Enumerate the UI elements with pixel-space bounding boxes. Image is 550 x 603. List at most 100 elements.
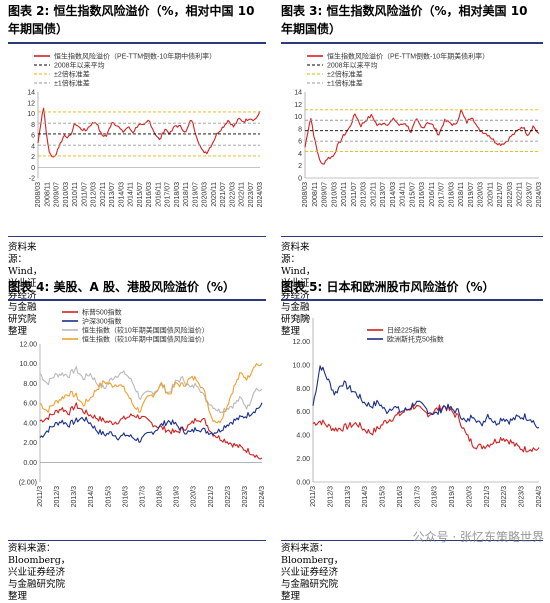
series-line bbox=[304, 109, 540, 165]
legend-label: 沪深300指数 bbox=[82, 317, 122, 326]
y-tick-label: 0.00 bbox=[296, 480, 310, 487]
y-tick-label: 8.00 bbox=[296, 386, 310, 393]
y-tick-label: 12.00 bbox=[292, 339, 310, 346]
x-tick-label: 2019/07 bbox=[192, 182, 199, 207]
x-tick-label: 2012/3 bbox=[54, 486, 61, 508]
y-tick-label: 4 bbox=[31, 143, 35, 150]
panel-5-label: 图表 5: bbox=[281, 280, 323, 294]
x-tick-label: 2017/3 bbox=[414, 486, 421, 508]
watermark: 公众号 · 张忆东策略世界 bbox=[412, 530, 544, 544]
x-tick-label: 2016/03 bbox=[419, 182, 426, 207]
x-tick-label: 2009/07 bbox=[322, 182, 329, 207]
x-tick-label: 2020/03 bbox=[478, 182, 485, 207]
y-tick-label: -2 bbox=[29, 176, 35, 183]
series-line bbox=[39, 402, 263, 460]
x-tick-label: 2010/11 bbox=[341, 182, 348, 207]
y-tick-label: 10.00 bbox=[19, 361, 37, 368]
x-tick-label: 2011/3 bbox=[37, 486, 44, 507]
y-tick-label: 0.00 bbox=[23, 460, 37, 467]
legend-label: ±1倍标准差 bbox=[54, 79, 90, 88]
x-tick-label: 2015/3 bbox=[380, 486, 387, 508]
y-tick-label: 6.00 bbox=[23, 401, 37, 408]
panel-4-label: 图表 4: bbox=[8, 280, 50, 294]
y-tick-label: 14.00 bbox=[292, 316, 310, 323]
x-tick-label: 2016/3 bbox=[397, 486, 404, 508]
legend-label: 恒生指数（较10年期中国国债风险溢价） bbox=[82, 335, 209, 344]
x-tick-label: 2023/3 bbox=[242, 486, 249, 508]
x-tick-label: 2012/3 bbox=[327, 486, 334, 508]
panel-4-title: 图表 4: 美股、A 股、港股风险溢价（%） bbox=[8, 278, 266, 296]
panel-2-label: 图表 2: bbox=[8, 4, 50, 18]
y-tick-label: 6 bbox=[31, 133, 35, 140]
x-tick-label: 2015/3 bbox=[105, 486, 112, 508]
x-tick-label: 2010/03 bbox=[331, 182, 338, 207]
legend-label: 恒生指数（较10年期美国国债风险溢价） bbox=[82, 326, 209, 335]
x-tick-label: 2012/03 bbox=[91, 182, 98, 207]
chart-4-svg: (2.00) 0.00 2.00 4.00 6.00 8.00 10.00 12.00 2011… bbox=[19, 308, 266, 508]
x-tick-label: 2018/11 bbox=[183, 182, 190, 207]
legend-label: 恒生指数风险溢价（PE-TTM倒数-10年期中债利率） bbox=[54, 52, 216, 61]
panel-4-title-text: 美股、A 股、港股风险溢价（%） bbox=[53, 280, 236, 294]
x-tick-label: 2012/03 bbox=[361, 182, 368, 207]
x-tick-label: 2011/3 bbox=[310, 486, 317, 507]
x-tick-label: 2008/03 bbox=[35, 182, 42, 207]
x-tick-label: 2022/3 bbox=[501, 486, 508, 508]
x-tick-label: 2016/11 bbox=[429, 182, 436, 207]
panel-5-source: 资料来源：Bloomberg，兴业证券经济与金融研究院整理 bbox=[281, 543, 344, 602]
y-tick-label: 8.00 bbox=[23, 381, 37, 388]
panel-2-top-rule bbox=[8, 42, 266, 44]
x-tick-label: 2022/11 bbox=[517, 182, 524, 207]
y-tick-label: 12 bbox=[294, 102, 302, 109]
x-tick-label: 2020/3 bbox=[466, 486, 473, 508]
x-tick-label: 2016/3 bbox=[122, 486, 129, 508]
series-line bbox=[312, 404, 540, 453]
y-tick-label: 8 bbox=[31, 122, 35, 129]
x-tick-label: 2014/3 bbox=[88, 486, 95, 508]
x-tick-label: 2011/07 bbox=[81, 182, 88, 207]
chart-2-svg: -2 0 2 4 6 8 10 12 14 2008/03 2008/11 2009/07 2010/0… bbox=[27, 52, 264, 208]
legend-label: ±2倍标准差 bbox=[327, 70, 363, 79]
x-tick-label: 2021/07 bbox=[220, 182, 227, 207]
x-tick-label: 2017/07 bbox=[165, 182, 172, 207]
series-line bbox=[39, 366, 263, 414]
legend-label: 欧洲斯托克50指数 bbox=[387, 335, 444, 344]
panel-2-source: 资料来源：Wind，兴业证券经济与金融研究院整理 bbox=[8, 242, 43, 337]
x-tick-label: 2010/11 bbox=[72, 182, 79, 207]
x-tick-label: 2008/11 bbox=[44, 182, 51, 207]
x-tick-label: 2020/11 bbox=[211, 182, 218, 207]
chart-5-svg: 0.00 2.00 4.00 6.00 8.00 10.00 12.00 14.00 2011/… bbox=[292, 316, 543, 508]
panel-3-title-text: 恒生指数风险溢价（%，相对美国 10 年期国债） bbox=[281, 4, 528, 36]
y-tick-label: 10 bbox=[27, 111, 35, 118]
x-tick-label: 2015/07 bbox=[137, 182, 144, 207]
y-tick-label: 2.00 bbox=[23, 440, 37, 447]
x-tick-label: 2012/11 bbox=[370, 182, 377, 207]
x-tick-label: 2017/3 bbox=[139, 486, 146, 508]
y-tick-label: 12.00 bbox=[19, 342, 37, 349]
x-tick-label: 2015/07 bbox=[409, 182, 416, 207]
x-tick-label: 2024/03 bbox=[536, 182, 543, 207]
x-tick-label: 2020/11 bbox=[487, 182, 494, 207]
x-tick-label: 2019/07 bbox=[468, 182, 475, 207]
x-tick-label: 2018/3 bbox=[432, 486, 439, 508]
y-tick-label: 0 bbox=[31, 165, 35, 172]
panel-3-top-rule bbox=[281, 42, 543, 44]
y-tick-label: 2 bbox=[298, 163, 302, 170]
x-tick-label: 2016/03 bbox=[146, 182, 153, 207]
y-tick-label: 8 bbox=[298, 126, 302, 133]
x-tick-label: 2018/3 bbox=[157, 486, 164, 508]
panel-2-bottom-rule bbox=[8, 236, 266, 237]
x-tick-label: 2013/3 bbox=[71, 486, 78, 508]
series-line bbox=[39, 362, 263, 424]
series-line bbox=[37, 107, 261, 158]
x-tick-label: 2024/3 bbox=[259, 486, 266, 508]
panel-2-title: 图表 2: 恒生指数风险溢价（%，相对中国 10 年期国债） bbox=[8, 2, 263, 38]
y-tick-label: 6 bbox=[298, 139, 302, 146]
x-tick-label: 2009/07 bbox=[54, 182, 61, 207]
legend-label: 恒生指数风险溢价（PE-TTM倒数-10年期美债利率） bbox=[327, 52, 489, 61]
x-tick-label: 2020/3 bbox=[191, 486, 198, 508]
panel-3-source: 资料来源：Wind，兴业证券经济与金融研究院整理 bbox=[281, 242, 316, 337]
x-tick-label: 2021/07 bbox=[497, 182, 504, 207]
x-tick-label: 2014/3 bbox=[362, 486, 369, 508]
y-tick-label: 14 bbox=[27, 90, 35, 97]
panel-4-bottom-rule bbox=[8, 540, 266, 541]
